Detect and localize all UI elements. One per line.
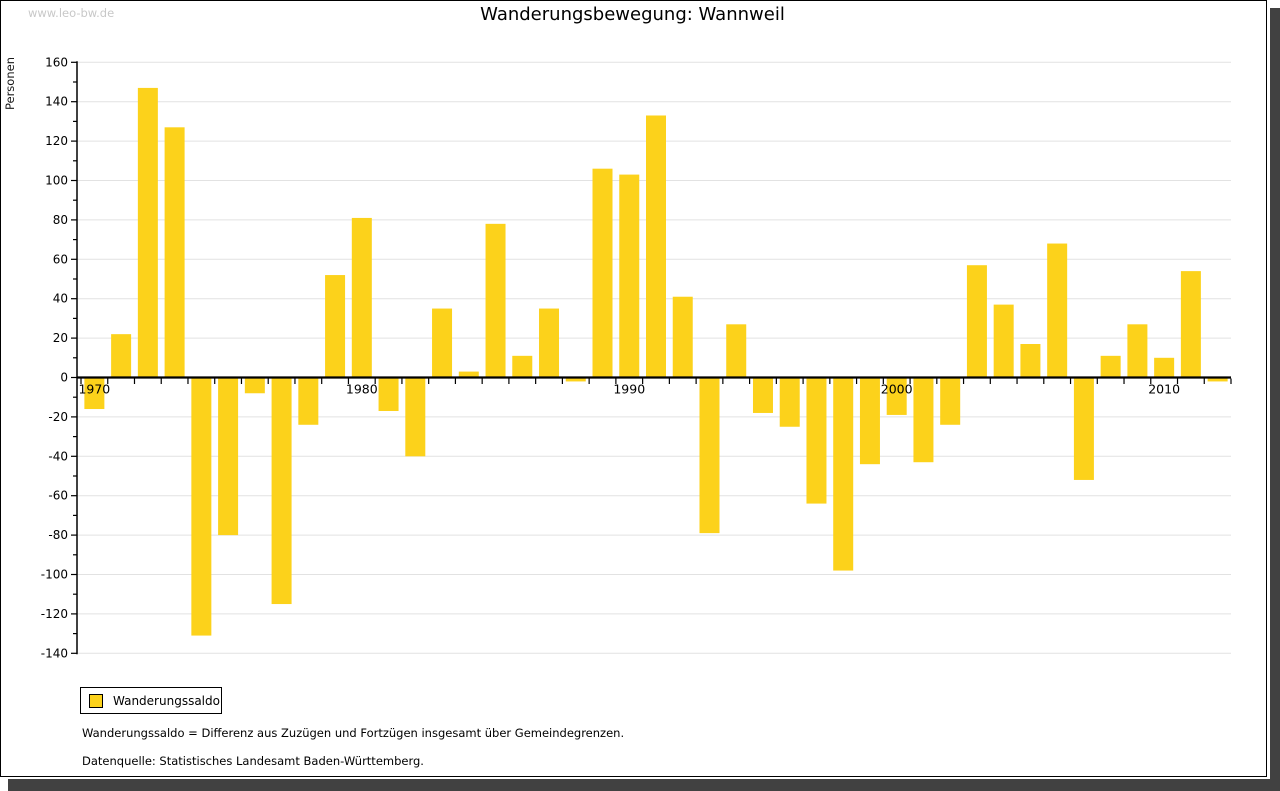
bar-1996 — [779, 377, 800, 427]
bar-1992 — [672, 296, 693, 378]
footnote-definition: Wanderungssaldo = Differenz aus Zuzügen … — [82, 726, 625, 740]
y-axis-label-160: 160 — [45, 55, 68, 69]
bar-1973 — [164, 127, 185, 378]
bar-1998 — [833, 377, 854, 571]
bar-1982 — [405, 377, 426, 457]
y-axis-label--120: -120 — [41, 607, 68, 621]
bar-2005 — [1020, 344, 1041, 378]
bar-2000 — [886, 377, 907, 415]
x-axis-label-2000: 2000 — [881, 382, 913, 397]
bar-2007 — [1073, 377, 1094, 480]
bar-1970 — [84, 377, 105, 410]
bar-1986 — [512, 355, 533, 378]
bar-1988 — [565, 377, 586, 382]
bar-1990 — [619, 174, 640, 378]
page-title: Wanderungsbewegung: Wannweil — [480, 4, 785, 25]
bar-2002 — [940, 377, 961, 425]
x-axis-label-1990: 1990 — [613, 382, 645, 397]
bar-1978 — [298, 377, 319, 425]
bar-2003 — [966, 265, 987, 378]
bar-1980 — [351, 217, 372, 378]
y-axis-label-40: 40 — [53, 292, 68, 306]
y-axis-label--40: -40 — [48, 449, 68, 463]
bar-2001 — [913, 377, 934, 463]
bar-1989 — [592, 168, 613, 378]
bar-2011 — [1180, 271, 1201, 378]
bar-2009 — [1127, 324, 1148, 378]
x-axis-label-1970: 1970 — [78, 382, 110, 397]
bar-1994 — [726, 324, 747, 378]
bar-1971 — [111, 334, 132, 378]
legend-label: Wanderungssaldo — [113, 693, 220, 708]
y-axis-label-140: 140 — [45, 95, 68, 109]
y-axis-label-120: 120 — [45, 134, 68, 148]
bar-1977 — [271, 377, 292, 605]
window-shadow-bottom — [8, 779, 1270, 791]
bar-2012 — [1207, 377, 1228, 382]
bar-2006 — [1047, 243, 1068, 378]
y-axis-label--60: -60 — [48, 489, 68, 503]
bar-1979 — [325, 275, 346, 378]
bar-1981 — [378, 377, 399, 411]
y-axis-label-80: 80 — [53, 213, 68, 227]
bar-1999 — [859, 377, 880, 465]
bar-1987 — [539, 308, 560, 378]
y-axis-label--140: -140 — [41, 646, 68, 660]
y-axis-label-0: 0 — [60, 371, 68, 385]
y-axis-label--100: -100 — [41, 568, 68, 582]
watermark: www.leo-bw.de — [28, 6, 115, 20]
bar-1993 — [699, 377, 720, 534]
bar-2004 — [993, 304, 1014, 378]
window-shadow-right — [1270, 8, 1280, 791]
y-axis-label-20: 20 — [53, 331, 68, 345]
x-axis-label-1980: 1980 — [346, 382, 378, 397]
bar-1995 — [752, 377, 773, 413]
bar-2008 — [1100, 355, 1121, 378]
legend: Wanderungssaldo — [80, 687, 222, 714]
y-axis-label-100: 100 — [45, 174, 68, 188]
bar-1972 — [137, 87, 158, 378]
bar-1974 — [191, 377, 212, 636]
bar-1976 — [244, 377, 265, 394]
bar-1991 — [646, 115, 666, 378]
x-axis-label-2010: 2010 — [1148, 382, 1180, 397]
bar-1985 — [485, 223, 506, 378]
migration-balance-chart: -140 -120 -100 -80 -60 -40 -20 0 20 40 60 80 100 120 1… — [41, 55, 1232, 660]
bar-1997 — [806, 377, 827, 504]
footnote-source: Datenquelle: Statistisches Landesamt Bad… — [82, 754, 424, 768]
bar-1983 — [432, 308, 453, 378]
bar-1984 — [458, 371, 479, 378]
bar-1975 — [218, 377, 239, 536]
y-axis-label-60: 60 — [53, 252, 68, 266]
legend-swatch-icon — [89, 693, 103, 708]
bar-2010 — [1154, 357, 1175, 378]
y-axis-label--20: -20 — [48, 410, 68, 424]
y-axis-label--80: -80 — [48, 528, 68, 542]
